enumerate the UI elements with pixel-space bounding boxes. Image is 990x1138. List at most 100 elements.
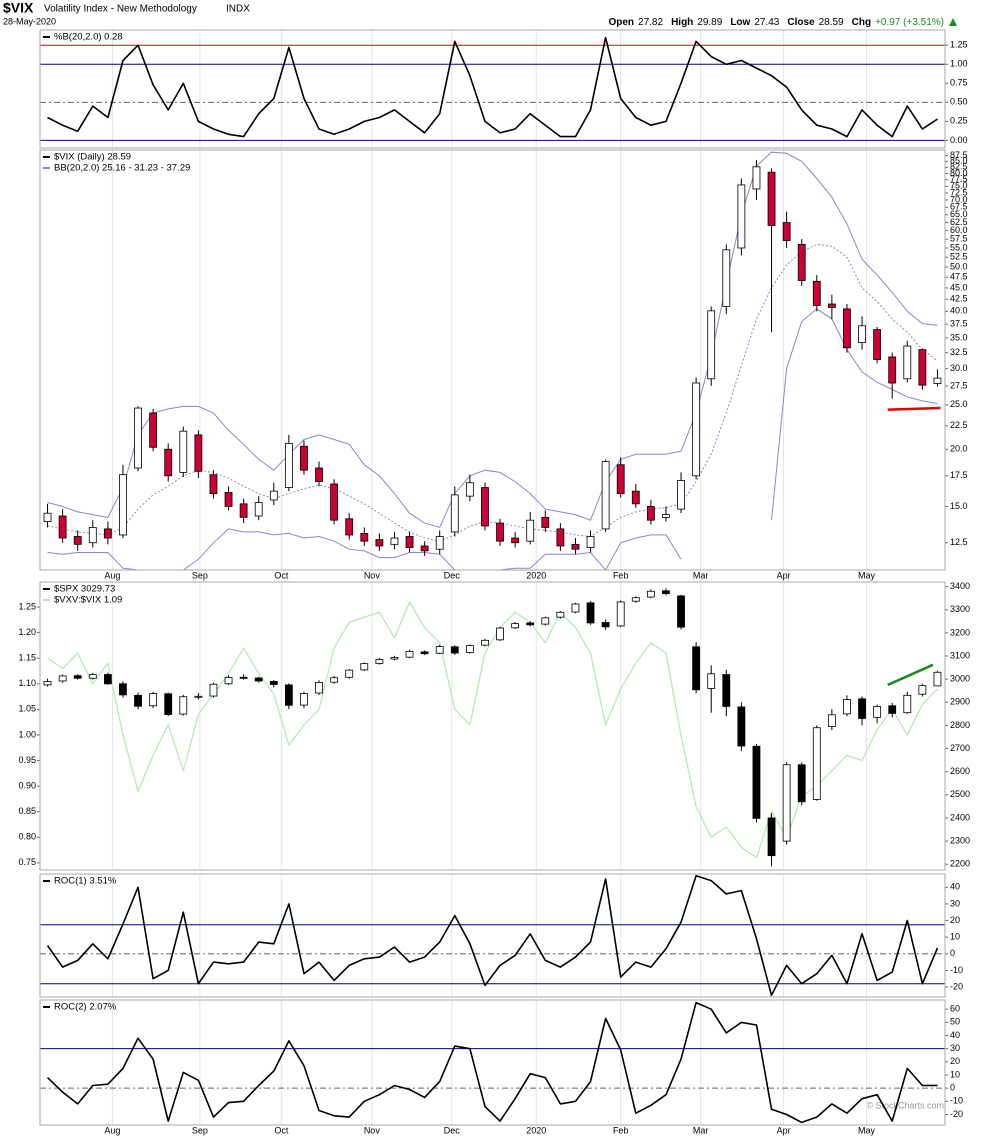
candle-body (722, 249, 731, 307)
series-line (46, 874, 939, 997)
legend-label: $VIX (Daily) 28.59 (54, 152, 131, 163)
y2-tick-label: 1.00 (18, 729, 36, 739)
candle-body (179, 696, 188, 715)
series-line (46, 1001, 938, 1124)
candle-body (526, 622, 535, 626)
y-tick-label: 27.5 (950, 380, 968, 390)
quote-value: +0.97 (+3.51%) (875, 17, 944, 28)
candle-body (481, 639, 489, 646)
candle-body (511, 623, 520, 629)
y-tick-label: 40 (950, 1030, 960, 1040)
candle-body (511, 537, 520, 544)
candle-body (662, 590, 670, 594)
up-arrow (949, 18, 957, 26)
panel-frame (39, 149, 946, 571)
x-tick-label: May (858, 570, 876, 580)
candle-body (134, 694, 142, 707)
candle-body (345, 669, 354, 678)
candle-body (677, 480, 685, 510)
candle-body (43, 681, 52, 686)
y-tick-label: 20 (950, 915, 960, 925)
exchange: INDX (226, 4, 250, 15)
x-tick-label: Dec (444, 1125, 461, 1135)
legend-label: %B(20,2.0) 0.28 (54, 32, 123, 43)
quote-label: Open (608, 17, 634, 28)
candle-body (465, 645, 474, 653)
candle-body (420, 545, 429, 552)
candle-body (526, 519, 535, 542)
y2-tick-label: 1.25 (18, 601, 36, 611)
candle-body (496, 522, 504, 542)
y-tick-label: 0.75 (950, 78, 968, 88)
y-tick-label: 60.0 (950, 225, 968, 235)
x-tick-label: 2020 (526, 1125, 546, 1135)
candle-body (843, 308, 851, 349)
candle-body (843, 699, 851, 715)
quote-label: Low (730, 17, 750, 28)
y-tick-label: 40 (950, 882, 960, 892)
y-tick-label: 72.5 (950, 187, 968, 197)
candle-body (918, 685, 927, 695)
x-tick-label: Mar (693, 1125, 709, 1135)
candle-body (616, 601, 625, 627)
y2-tick-label: 0.90 (18, 780, 36, 790)
candle-body (782, 222, 791, 241)
y-tick-label: -10 (950, 965, 963, 975)
panel (43, 582, 942, 870)
y-tick-label: 2700 (950, 743, 970, 753)
candle-body (601, 622, 610, 628)
candle-body (300, 693, 308, 706)
candle-body (933, 671, 942, 687)
candle-body (58, 675, 67, 682)
candle-body (571, 543, 580, 550)
legend-label: ROC(1) 3.51% (54, 876, 117, 887)
candle-body (752, 166, 761, 190)
y-tick-label: 3400 (950, 581, 970, 591)
quote-label: Close (787, 17, 815, 28)
candle-body (858, 698, 866, 719)
candle-body (134, 407, 142, 469)
candle-body (88, 674, 97, 679)
x-tick-label: May (858, 1125, 876, 1135)
y-tick-label: 10 (950, 932, 960, 942)
y-tick-label: 60 (950, 1004, 960, 1014)
candle-body (239, 503, 248, 518)
panel-frame (39, 999, 946, 1126)
candle-body (873, 329, 882, 360)
candle-body (631, 490, 640, 505)
x-tick-label: Mar (693, 570, 709, 580)
y-tick-label: 55.0 (950, 242, 968, 252)
candle-body (812, 727, 821, 800)
y-tick-label: 2900 (950, 697, 970, 707)
x-tick-label: Aug (104, 570, 120, 580)
candle-body (269, 490, 278, 501)
candle-body (375, 539, 384, 547)
y-tick-label: 57.5 (950, 234, 968, 244)
candle-body (465, 482, 474, 497)
x-tick-label: Aug (104, 1125, 120, 1135)
y-tick-label: 30.0 (950, 363, 968, 373)
symbol: $VIX (3, 0, 34, 16)
candle-body (541, 617, 550, 625)
legend-label: $VXV:$VIX 1.09 (54, 595, 122, 606)
quote-label: Chg (852, 17, 871, 28)
candle-body (435, 536, 444, 550)
candle-body (827, 303, 836, 308)
y-tick-label: -20 (950, 981, 963, 991)
candle-body (330, 677, 339, 683)
candle-body (707, 310, 716, 380)
y-tick-label: 20 (950, 1056, 960, 1066)
candle-body (737, 706, 746, 747)
y-tick-label: 67.5 (950, 202, 968, 212)
quote-label: High (671, 17, 693, 28)
y-tick-label: 30 (950, 898, 960, 908)
candle-body (300, 445, 308, 471)
candle-body (496, 627, 504, 641)
candle-body (405, 650, 414, 658)
candle-body (179, 430, 188, 473)
candle-body (873, 706, 882, 718)
quote: Open 27.82 High 29.89 Low 27.43 Close 28.59 Chg +… (608, 17, 944, 28)
y2-tick-label: 0.75 (18, 857, 36, 867)
candle-body (707, 673, 716, 689)
y-tick-label: 80.0 (950, 168, 968, 178)
